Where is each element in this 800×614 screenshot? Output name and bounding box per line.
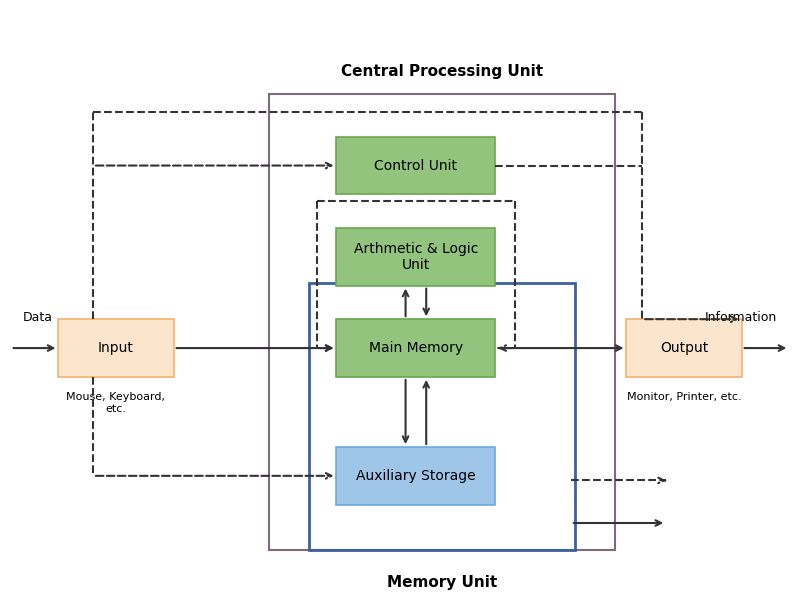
Text: Mouse, Keyboard,
etc.: Mouse, Keyboard, etc. — [66, 392, 166, 414]
Text: Output: Output — [660, 341, 708, 355]
Text: Information: Information — [705, 311, 778, 324]
Bar — [337, 447, 495, 505]
Bar — [269, 94, 614, 550]
Bar — [309, 282, 574, 550]
Bar — [337, 228, 495, 286]
Text: Auxiliary Storage: Auxiliary Storage — [356, 469, 476, 483]
Text: Arthmetic & Logic
Unit: Arthmetic & Logic Unit — [354, 242, 478, 272]
Bar — [337, 319, 495, 377]
Text: Input: Input — [98, 341, 134, 355]
Bar — [58, 319, 174, 377]
Text: Control Unit: Control Unit — [374, 158, 458, 173]
Text: Memory Unit: Memory Unit — [386, 575, 497, 589]
Bar — [337, 137, 495, 195]
Text: Main Memory: Main Memory — [369, 341, 463, 355]
Text: Data: Data — [22, 311, 53, 324]
Bar — [626, 319, 742, 377]
Text: Central Processing Unit: Central Processing Unit — [341, 64, 542, 79]
Text: Monitor, Printer, etc.: Monitor, Printer, etc. — [626, 392, 742, 402]
